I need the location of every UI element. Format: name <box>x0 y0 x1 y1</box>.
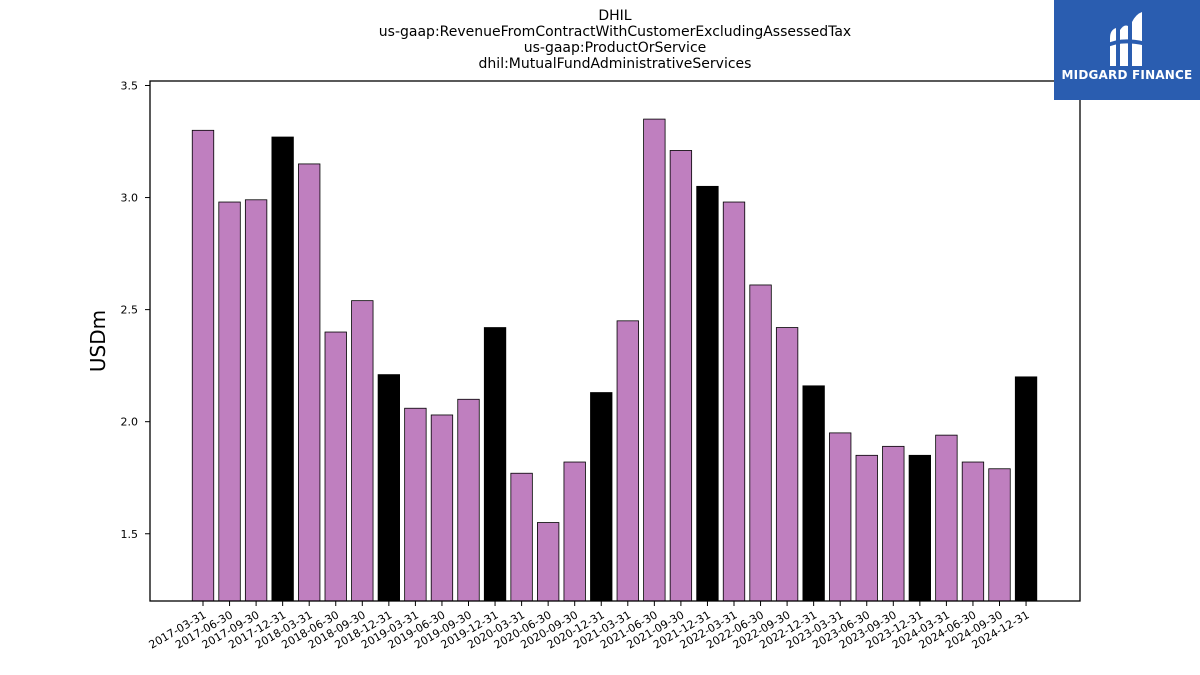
y-axis: 1.5 2.0 2.5 3.0 3.5 <box>121 79 150 541</box>
bar <box>404 407 427 602</box>
bar <box>590 392 613 602</box>
logo-text: MIDGARD FINANCE <box>1061 68 1193 82</box>
title-line: DHIL <box>598 8 631 24</box>
bar <box>537 522 560 602</box>
bar <box>882 445 905 602</box>
bar <box>430 414 454 602</box>
bar <box>457 398 480 602</box>
x-axis: 2017-03-312017-06-302017-09-302017-12-31… <box>147 601 1032 652</box>
bars <box>191 118 1038 602</box>
y-tick-label: 2.0 <box>121 416 139 429</box>
bar <box>244 199 268 602</box>
bar <box>563 461 586 602</box>
y-tick-label: 2.5 <box>121 304 139 317</box>
bar <box>643 118 666 602</box>
y-tick-label: 3.5 <box>121 79 139 92</box>
bar <box>510 472 533 602</box>
title-line: dhil:MutualFundAdministrativeServices <box>479 56 752 72</box>
bar <box>802 385 825 602</box>
bar <box>829 432 852 602</box>
bar <box>961 461 985 602</box>
bar <box>775 327 799 602</box>
bar <box>351 300 374 602</box>
bar <box>908 454 931 602</box>
bar <box>271 136 294 602</box>
bar <box>1014 376 1038 602</box>
y-axis-label: USDm <box>86 310 110 372</box>
y-tick-label: 1.5 <box>121 528 139 541</box>
bar <box>696 185 719 602</box>
bar <box>855 454 878 602</box>
bar <box>749 284 772 602</box>
bar <box>935 434 958 602</box>
bar <box>669 150 693 602</box>
bar <box>988 468 1011 602</box>
bar <box>324 331 347 602</box>
bar <box>483 327 507 602</box>
midgard-finance-logo: MIDGARD FINANCE <box>1054 0 1200 100</box>
bar <box>722 201 746 602</box>
bar <box>616 320 639 602</box>
y-tick-label: 3.0 <box>121 192 139 205</box>
bar <box>377 374 401 602</box>
bar <box>218 201 241 602</box>
chart-title: DHILus-gaap:RevenueFromContractWithCusto… <box>379 8 851 72</box>
title-line: us-gaap:ProductOrService <box>524 40 707 56</box>
bar <box>191 129 215 602</box>
midgard-logo-icon <box>1106 12 1146 66</box>
title-line: us-gaap:RevenueFromContractWithCustomerE… <box>379 24 851 40</box>
bar <box>298 163 321 602</box>
plot-frame <box>149 80 1081 602</box>
